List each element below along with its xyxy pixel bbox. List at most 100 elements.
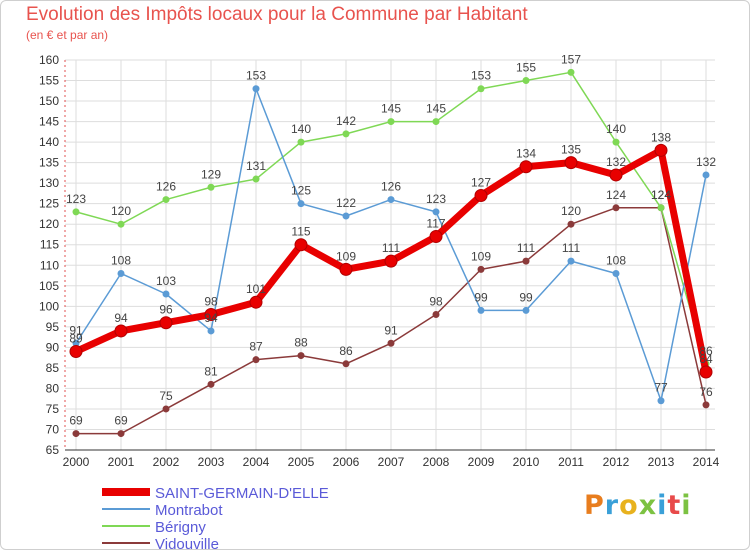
data-label: 77	[654, 381, 668, 395]
data-point[interactable]	[432, 311, 440, 319]
data-point[interactable]	[249, 295, 263, 309]
y-tick-label: 90	[46, 340, 60, 354]
data-point[interactable]	[702, 171, 710, 179]
data-point[interactable]	[567, 257, 575, 265]
data-point[interactable]	[567, 68, 575, 76]
y-tick-label: 135	[39, 156, 59, 170]
data-point[interactable]	[342, 130, 350, 138]
legend-label[interactable]: Vidouville	[155, 536, 219, 550]
data-label: 127	[471, 175, 491, 189]
y-tick-label: 160	[39, 53, 59, 67]
data-label: 86	[699, 344, 713, 358]
data-point[interactable]	[432, 118, 440, 126]
data-point[interactable]	[387, 339, 395, 347]
data-point[interactable]	[519, 160, 533, 174]
data-point[interactable]	[297, 138, 305, 146]
data-point[interactable]	[384, 254, 398, 268]
data-point[interactable]	[162, 290, 170, 298]
data-label: 153	[246, 69, 266, 83]
data-point[interactable]	[657, 204, 665, 212]
data-point[interactable]	[339, 262, 353, 276]
data-point[interactable]	[342, 360, 350, 368]
data-point[interactable]	[699, 365, 713, 379]
x-tick-label: 2007	[378, 455, 405, 469]
data-point[interactable]	[69, 344, 83, 358]
data-point[interactable]	[162, 405, 170, 413]
data-point[interactable]	[429, 230, 443, 244]
data-label: 86	[339, 344, 353, 358]
data-label: 88	[294, 336, 308, 350]
data-point[interactable]	[612, 204, 620, 212]
data-point[interactable]	[387, 196, 395, 204]
data-point[interactable]	[477, 306, 485, 314]
data-point[interactable]	[294, 238, 308, 252]
data-point[interactable]	[387, 118, 395, 126]
data-point[interactable]	[117, 269, 125, 277]
data-point[interactable]	[117, 220, 125, 228]
y-tick-label: 155	[39, 74, 59, 88]
x-tick-label: 2003	[198, 455, 225, 469]
data-point[interactable]	[207, 380, 215, 388]
data-label: 69	[114, 414, 128, 428]
legend-label[interactable]: Montrabot	[155, 502, 223, 519]
data-label: 135	[561, 143, 581, 157]
legend[interactable]: SAINT-GERMAIN-D'ELLEMontrabotBérignyVido…	[102, 485, 329, 550]
data-point[interactable]	[522, 77, 530, 85]
data-point[interactable]	[252, 175, 260, 183]
data-point[interactable]	[114, 324, 128, 338]
data-point[interactable]	[477, 85, 485, 93]
data-point[interactable]	[207, 327, 215, 335]
proxiti-logo[interactable]: Proxiti	[584, 490, 692, 521]
data-point[interactable]	[117, 430, 125, 438]
data-label: 125	[291, 184, 311, 198]
data-point[interactable]	[162, 196, 170, 204]
data-label: 132	[696, 155, 716, 169]
data-point[interactable]	[612, 138, 620, 146]
data-point[interactable]	[252, 85, 260, 93]
x-tick-label: 2005	[288, 455, 315, 469]
legend-label[interactable]: Bérigny	[155, 519, 206, 536]
data-label: 99	[519, 290, 533, 304]
legend-label[interactable]: SAINT-GERMAIN-D'ELLE	[155, 485, 329, 502]
data-point[interactable]	[474, 188, 488, 202]
data-label: 153	[471, 69, 491, 83]
data-point[interactable]	[297, 352, 305, 360]
data-labels: 89 94 96 98 101 115 109 111 117 127 134 135 132 138 84…	[66, 52, 716, 427]
data-point[interactable]	[522, 306, 530, 314]
x-tick-label: 2002	[153, 455, 180, 469]
data-point[interactable]	[612, 269, 620, 277]
data-point[interactable]	[609, 168, 623, 182]
data-point[interactable]	[72, 208, 80, 216]
data-label: 126	[156, 180, 176, 194]
data-label: 117	[426, 217, 445, 231]
x-tick-label: 2000	[63, 455, 90, 469]
data-label: 155	[516, 61, 536, 75]
data-point[interactable]	[702, 401, 710, 409]
x-tick-label: 2009	[468, 455, 495, 469]
y-tick-label: 75	[46, 402, 60, 416]
data-point[interactable]	[657, 397, 665, 405]
data-point[interactable]	[567, 220, 575, 228]
data-point[interactable]	[297, 200, 305, 208]
data-label: 103	[156, 274, 176, 288]
data-point[interactable]	[654, 143, 668, 157]
data-label: 91	[69, 323, 83, 337]
data-point[interactable]	[522, 257, 530, 265]
data-point[interactable]	[72, 339, 80, 347]
data-point[interactable]	[252, 356, 260, 364]
x-tick-label: 2006	[333, 455, 360, 469]
data-point[interactable]	[207, 183, 215, 191]
data-label: 124	[651, 188, 671, 202]
data-label: 109	[471, 249, 491, 263]
x-tick-label: 2012	[603, 455, 630, 469]
y-tick-label: 70	[46, 422, 60, 436]
data-point[interactable]	[564, 156, 578, 170]
data-point[interactable]	[159, 316, 173, 330]
data-point[interactable]	[204, 308, 218, 322]
data-point[interactable]	[432, 208, 440, 216]
data-label: 142	[336, 114, 356, 128]
data-label: 96	[159, 303, 173, 317]
data-point[interactable]	[342, 212, 350, 220]
data-point[interactable]	[72, 430, 80, 438]
data-point[interactable]	[477, 265, 485, 273]
